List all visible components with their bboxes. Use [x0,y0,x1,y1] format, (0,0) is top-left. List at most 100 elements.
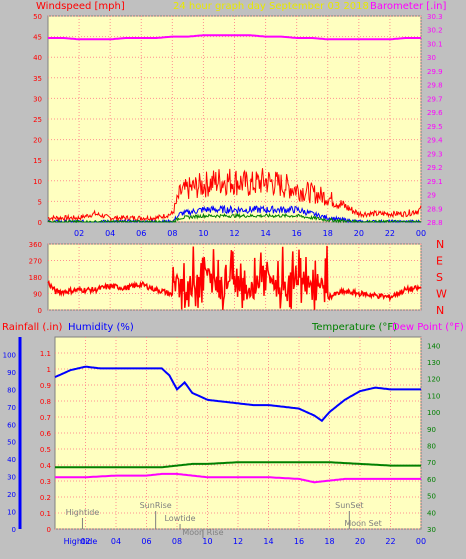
humidity-axis-label: Humidity (%) [68,322,134,333]
rainfall-y-tick-label: 0.2 [40,494,51,502]
rainfall-y-tick-label: 0.4 [40,462,52,470]
series-layer [47,34,422,484]
axes-layer: 02 04 06 08 10 12 14 16 18 20 22 000510152025303540… [3,13,447,546]
rainfall-y-tick-label: 0.9 [40,382,51,390]
wind-y-tick-label: 25 [33,116,42,124]
wind-y-tick-label: 30 [33,95,42,103]
wind-x-tick-label: 18 [323,229,333,238]
temperature-y-tick-label: 40 [427,509,436,517]
wind-y-tick-label: 40 [33,54,42,62]
barometer-series [48,34,421,41]
lower-x-tick-label: 12 [233,537,243,546]
wind-x-tick-label: 00 [416,229,426,238]
windspeed-series [47,168,422,223]
lower-x-tick-label: 18 [324,537,334,546]
humidity-y-tick-label: 100 [3,351,16,359]
direction-y-tick-label: 90 [33,291,42,299]
barometer-y-tick-label: 29 [427,192,436,200]
wind-y-tick-label: 45 [33,34,42,42]
humidity-y-tick-label: 40 [7,456,16,464]
wind-y-tick-label: 50 [33,13,42,21]
wind-x-tick-label: 02 [74,229,84,238]
wind-x-tick-label: 16 [292,229,302,238]
wind-y-tick-label: 15 [33,157,42,165]
compass-label: W [436,288,447,301]
barometer-y-tick-label: 28.9 [427,205,443,213]
lower-x-tick-label: 02 [80,537,90,546]
wind-y-tick-label: 10 [33,178,42,186]
barometer-y-tick-label: 29.3 [427,150,443,158]
wind-calm-series [47,212,422,224]
rainfall-y-tick-label: 1.1 [40,350,51,358]
compass-label: N [436,304,444,317]
lower-x-tick-label: 10 [202,537,212,546]
rainfall-y-tick-label: 0.1 [40,510,51,518]
annotation-label: Hightide [66,508,100,517]
direction-y-tick-label: 360 [29,241,42,249]
annotation-layer: Hightide SunRise Lowtide Moon Rise SunSet Moo… [64,501,382,546]
temperature-y-tick-label: 30 [427,526,436,534]
barometer-axis-label: Barometer [.in] [370,1,446,12]
temperature-y-tick-label: 130 [427,359,440,367]
windspeed-axis-label: Windspeed [mph] [36,1,125,12]
barometer-y-tick-label: 30.3 [427,13,443,21]
wind-y-tick-label: 0 [38,219,42,227]
temperature-y-tick-label: 80 [427,443,436,451]
humidity-y-tick-label: 70 [7,404,16,412]
temperature-y-tick-label: 90 [427,426,436,434]
humidity-y-tick-label: 60 [7,421,16,429]
humidity-series [54,365,421,423]
barometer-y-tick-label: 29.4 [427,137,443,145]
barometer-y-tick-label: 28.8 [427,219,443,227]
annotation-label: Moon Set [344,519,381,528]
barometer-y-tick-label: 29.6 [427,109,443,117]
wind-x-tick-label: 20 [354,229,364,238]
barometer-y-tick-label: 30.1 [427,40,443,48]
wind-x-tick-label: 12 [229,229,239,238]
wind-x-tick-label: 10 [198,229,208,238]
humidity-y-tick-label: 30 [7,474,16,482]
wind-x-tick-label: 22 [385,229,395,238]
lower-x-tick-label: 00 [416,537,426,546]
annotation-label: SunRise [140,501,172,510]
wind-x-tick-label: 06 [136,229,146,238]
rainfall-y-tick-label: 0.6 [40,430,52,438]
humidity-y-tick-label: 10 [7,509,16,517]
barometer-y-tick-label: 29.1 [427,178,443,186]
wind-y-tick-label: 20 [33,137,42,145]
compass-label: S [436,271,443,284]
rainfall-y-tick-label: 0.5 [40,446,51,454]
temperature-y-tick-label: 140 [427,342,440,350]
barometer-y-tick-label: 29.7 [427,95,443,103]
compass-label: E [436,255,443,268]
temperature-y-tick-label: 110 [427,392,440,400]
compass-label: N [436,238,444,251]
wind-average-series [47,204,421,224]
lower-x-tick-label: 22 [385,537,395,546]
temperature-y-tick-label: 70 [427,459,436,467]
graph-title: 24 hour graph day September 03 2018 [173,1,369,12]
direction-y-tick-label: 180 [29,274,42,282]
grid-layer [48,15,422,530]
barometer-y-tick-label: 30 [427,54,436,62]
temperature-y-tick-label: 120 [427,376,440,384]
wind-y-tick-label: 35 [33,75,42,83]
temperature-series [55,461,421,469]
humidity-y-tick-label: 20 [7,491,16,499]
rainfall-y-tick-label: 0 [47,526,51,534]
humidity-y-tick-label: 0 [12,526,16,534]
humidity-y-tick-label: 50 [7,439,16,447]
barometer-y-tick-label: 29.8 [427,82,443,90]
dewpoint-series [55,472,421,484]
annotation-axis-label: Hightide [64,537,98,546]
lower-x-tick-label: 04 [111,537,121,546]
lower-x-tick-label: 08 [172,537,182,546]
lower-x-tick-label: 06 [141,537,151,546]
annotation-label: Moon Rise [182,528,223,537]
rainfall-axis-label: Rainfall (.in) [2,322,63,333]
wind-x-tick-label: 08 [167,229,177,238]
rainfall-y-tick-label: 1 [47,366,51,374]
rainfall-y-tick-label: 0.8 [40,398,51,406]
temperature-axis-label: Temperature (°F) [311,322,397,333]
